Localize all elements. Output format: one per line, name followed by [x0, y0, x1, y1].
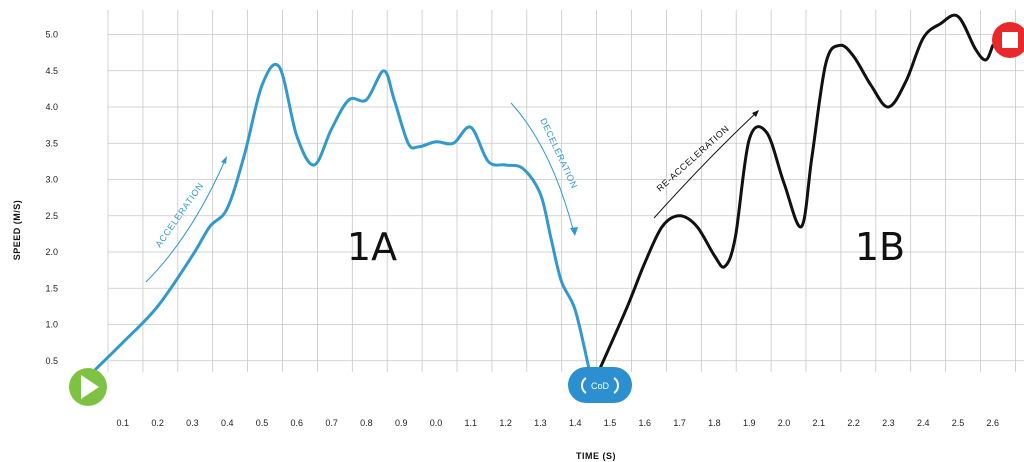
cod-right-arc — [613, 377, 620, 394]
x-axis-ticks: 0.1 0.2 0.3 0.4 0.5 0.6 0.7 0.8 0.9 0.0 1.1 1.2 1.3 1… — [117, 418, 1000, 428]
x-tick-label: 0.6 — [291, 418, 304, 428]
stop-square — [1002, 32, 1018, 48]
x-tick-label: 1.9 — [743, 418, 756, 428]
acceleration-arrow — [145, 157, 227, 283]
x-tick-label: 2.4 — [917, 418, 930, 428]
x-tick-label: 0.1 — [117, 418, 130, 428]
x-tick-label: 2.1 — [813, 418, 826, 428]
x-axis-title: TIME (S) — [576, 451, 616, 461]
series-line-1a — [86, 62, 591, 379]
y-tick-label: 1.0 — [45, 320, 58, 330]
x-tick-label: 0.5 — [256, 418, 269, 428]
x-tick-label: 1.1 — [465, 418, 478, 428]
x-tick-label: 1.5 — [604, 418, 617, 428]
x-tick-label: 0.0 — [430, 418, 443, 428]
re-acceleration-annotation: RE-ACCELERATION — [653, 110, 759, 219]
x-tick-label: 1.4 — [569, 418, 582, 428]
y-tick-label: 0.5 — [45, 356, 58, 366]
data-series — [86, 13, 995, 379]
x-tick-label: 1.7 — [673, 418, 686, 428]
x-tick-label: 1.8 — [708, 418, 721, 428]
x-tick-label: 1.2 — [499, 418, 512, 428]
start-play-icon — [69, 368, 107, 406]
y-tick-label: 3.0 — [45, 175, 58, 185]
cod-label: CoD — [591, 381, 610, 391]
x-tick-label: 0.9 — [395, 418, 408, 428]
play-triangle — [81, 375, 99, 399]
x-tick-label: 2.6 — [987, 418, 1000, 428]
acceleration-arrowhead — [221, 156, 227, 164]
grid-lines — [107, 10, 1024, 372]
y-tick-label: 4.5 — [45, 66, 58, 76]
deceleration-arrow — [510, 102, 575, 234]
x-tick-label: 0.2 — [151, 418, 164, 428]
y-axis-ticks: 0.5 1.0 1.5 2.0 2.5 3.0 3.5 4.0 4.5 5.0 — [45, 30, 58, 366]
re-acceleration-arrowhead — [752, 110, 759, 117]
series-line-1b — [598, 13, 995, 371]
x-tick-label: 0.8 — [360, 418, 373, 428]
x-tick-label: 2.3 — [882, 418, 895, 428]
cod-marker-pill — [568, 367, 632, 403]
y-tick-label: 2.0 — [45, 247, 58, 257]
phase-label-1a: 1A — [347, 225, 397, 269]
y-tick-label: 2.5 — [45, 211, 58, 221]
cod-change-of-direction-icon: CoD — [568, 367, 632, 403]
y-tick-label: 3.5 — [45, 138, 58, 148]
y-tick-label: 1.5 — [45, 283, 58, 293]
acceleration-label: ACCELERATION — [153, 181, 205, 249]
re-acceleration-arrow — [653, 111, 758, 219]
y-axis-title: SPEED (M/S) — [12, 200, 22, 261]
stop-end-icon — [992, 22, 1024, 58]
x-tick-label: 0.3 — [186, 418, 199, 428]
y-tick-label: 4.0 — [45, 102, 58, 112]
x-tick-label: 2.5 — [952, 418, 965, 428]
y-tick-label: 5.0 — [45, 30, 58, 40]
x-tick-label: 2.0 — [778, 418, 791, 428]
phase-label-1b: 1B — [855, 225, 905, 269]
x-tick-label: 1.6 — [639, 418, 652, 428]
x-tick-label: 0.4 — [221, 418, 234, 428]
cod-left-arc — [580, 377, 587, 394]
x-tick-label: 2.2 — [847, 418, 860, 428]
x-tick-label: 1.3 — [534, 418, 547, 428]
deceleration-arrowhead — [570, 227, 578, 236]
x-tick-label: 0.7 — [325, 418, 338, 428]
